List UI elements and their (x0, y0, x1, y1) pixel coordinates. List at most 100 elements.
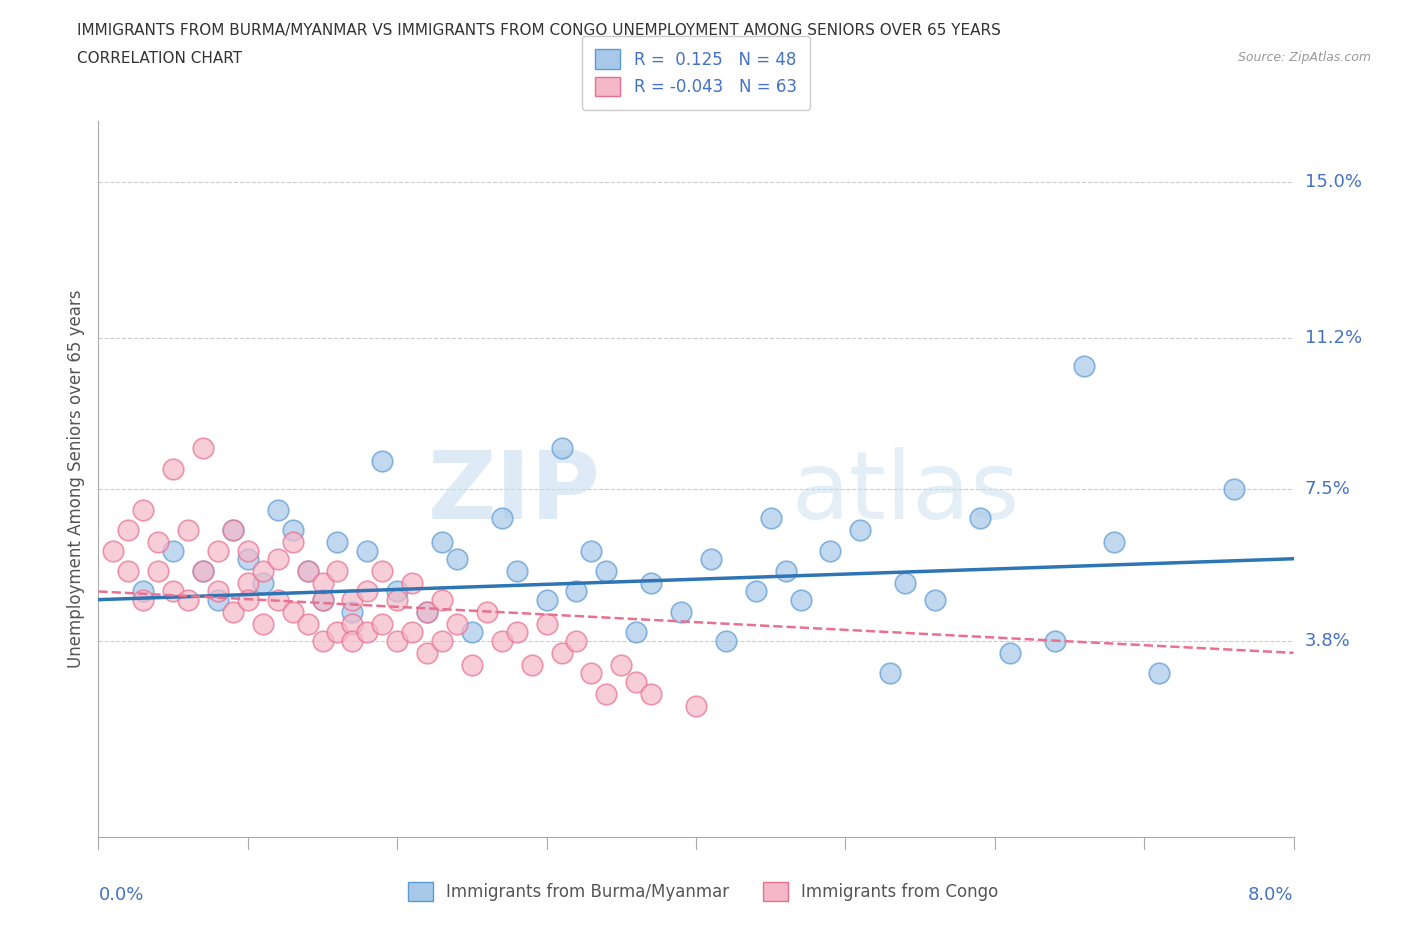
Point (849, 523, 872, 538)
Point (401, 576, 423, 591)
Text: 0.0%: 0.0% (98, 886, 143, 904)
Point (311, 633, 333, 648)
Legend: R =  0.125   N = 48, R = -0.043   N = 63: R = 0.125 N = 48, R = -0.043 N = 63 (582, 36, 810, 110)
Text: CORRELATION CHART: CORRELATION CHART (77, 51, 242, 66)
Point (356, 584, 378, 599)
Point (222, 523, 245, 538)
Point (311, 576, 333, 591)
Point (356, 625, 378, 640)
Point (267, 502, 290, 517)
Point (132, 584, 155, 599)
Point (401, 625, 423, 640)
Point (162, 543, 184, 558)
Point (191, 441, 214, 456)
Point (117, 523, 139, 538)
Text: Source: ZipAtlas.com: Source: ZipAtlas.com (1237, 51, 1371, 64)
Point (595, 564, 617, 578)
Point (461, 625, 484, 640)
Point (581, 666, 603, 681)
Point (416, 604, 439, 619)
Point (371, 617, 394, 631)
Text: 15.0%: 15.0% (1305, 173, 1361, 192)
Point (326, 625, 349, 640)
Point (162, 461, 184, 476)
Point (236, 551, 259, 566)
Point (191, 564, 214, 578)
Point (998, 645, 1021, 660)
Point (281, 523, 304, 538)
Point (236, 592, 259, 607)
Point (177, 523, 200, 538)
Point (267, 551, 290, 566)
Point (385, 633, 409, 648)
Point (148, 535, 170, 550)
Point (281, 604, 304, 619)
Point (132, 592, 155, 607)
Point (1223, 482, 1246, 497)
Point (506, 625, 529, 640)
Text: 11.2%: 11.2% (1305, 329, 1362, 347)
Point (640, 686, 662, 701)
Point (342, 592, 364, 607)
Point (491, 511, 513, 525)
Point (385, 584, 409, 599)
Point (326, 535, 349, 550)
Point (491, 633, 513, 648)
Point (297, 564, 319, 578)
Text: 8.0%: 8.0% (1249, 886, 1294, 904)
Point (1147, 666, 1170, 681)
Point (475, 604, 498, 619)
Point (550, 645, 572, 660)
Point (252, 617, 274, 631)
Point (371, 453, 394, 468)
Point (103, 543, 125, 558)
Point (1104, 535, 1126, 550)
Point (446, 617, 468, 631)
Point (1073, 359, 1095, 374)
Point (745, 584, 768, 599)
Point (820, 543, 842, 558)
Point (565, 633, 588, 648)
Point (565, 584, 588, 599)
Point (595, 686, 617, 701)
Point (446, 551, 468, 566)
Point (626, 625, 648, 640)
Point (626, 674, 648, 689)
Point (550, 441, 572, 456)
Point (162, 584, 184, 599)
Point (640, 576, 662, 591)
Point (132, 502, 155, 517)
Point (207, 584, 229, 599)
Point (207, 592, 229, 607)
Point (461, 658, 484, 672)
Point (969, 511, 991, 525)
Point (148, 564, 170, 578)
Point (311, 592, 333, 607)
Y-axis label: Unemployment Among Seniors over 65 years: Unemployment Among Seniors over 65 years (66, 290, 84, 668)
Point (252, 576, 274, 591)
Point (326, 564, 349, 578)
Point (536, 592, 558, 607)
Point (222, 604, 245, 619)
Point (342, 633, 364, 648)
Point (252, 564, 274, 578)
Point (297, 564, 319, 578)
Point (236, 543, 259, 558)
Legend: Immigrants from Burma/Myanmar, Immigrants from Congo: Immigrants from Burma/Myanmar, Immigrant… (401, 875, 1005, 908)
Point (297, 617, 319, 631)
Point (207, 543, 229, 558)
Point (281, 535, 304, 550)
Point (924, 592, 946, 607)
Point (342, 604, 364, 619)
Point (789, 592, 811, 607)
Point (430, 633, 453, 648)
Point (1043, 633, 1066, 648)
Point (506, 564, 529, 578)
Point (520, 658, 543, 672)
Point (775, 564, 797, 578)
Point (700, 551, 723, 566)
Point (669, 604, 692, 619)
Point (356, 543, 378, 558)
Point (385, 592, 409, 607)
Point (430, 535, 453, 550)
